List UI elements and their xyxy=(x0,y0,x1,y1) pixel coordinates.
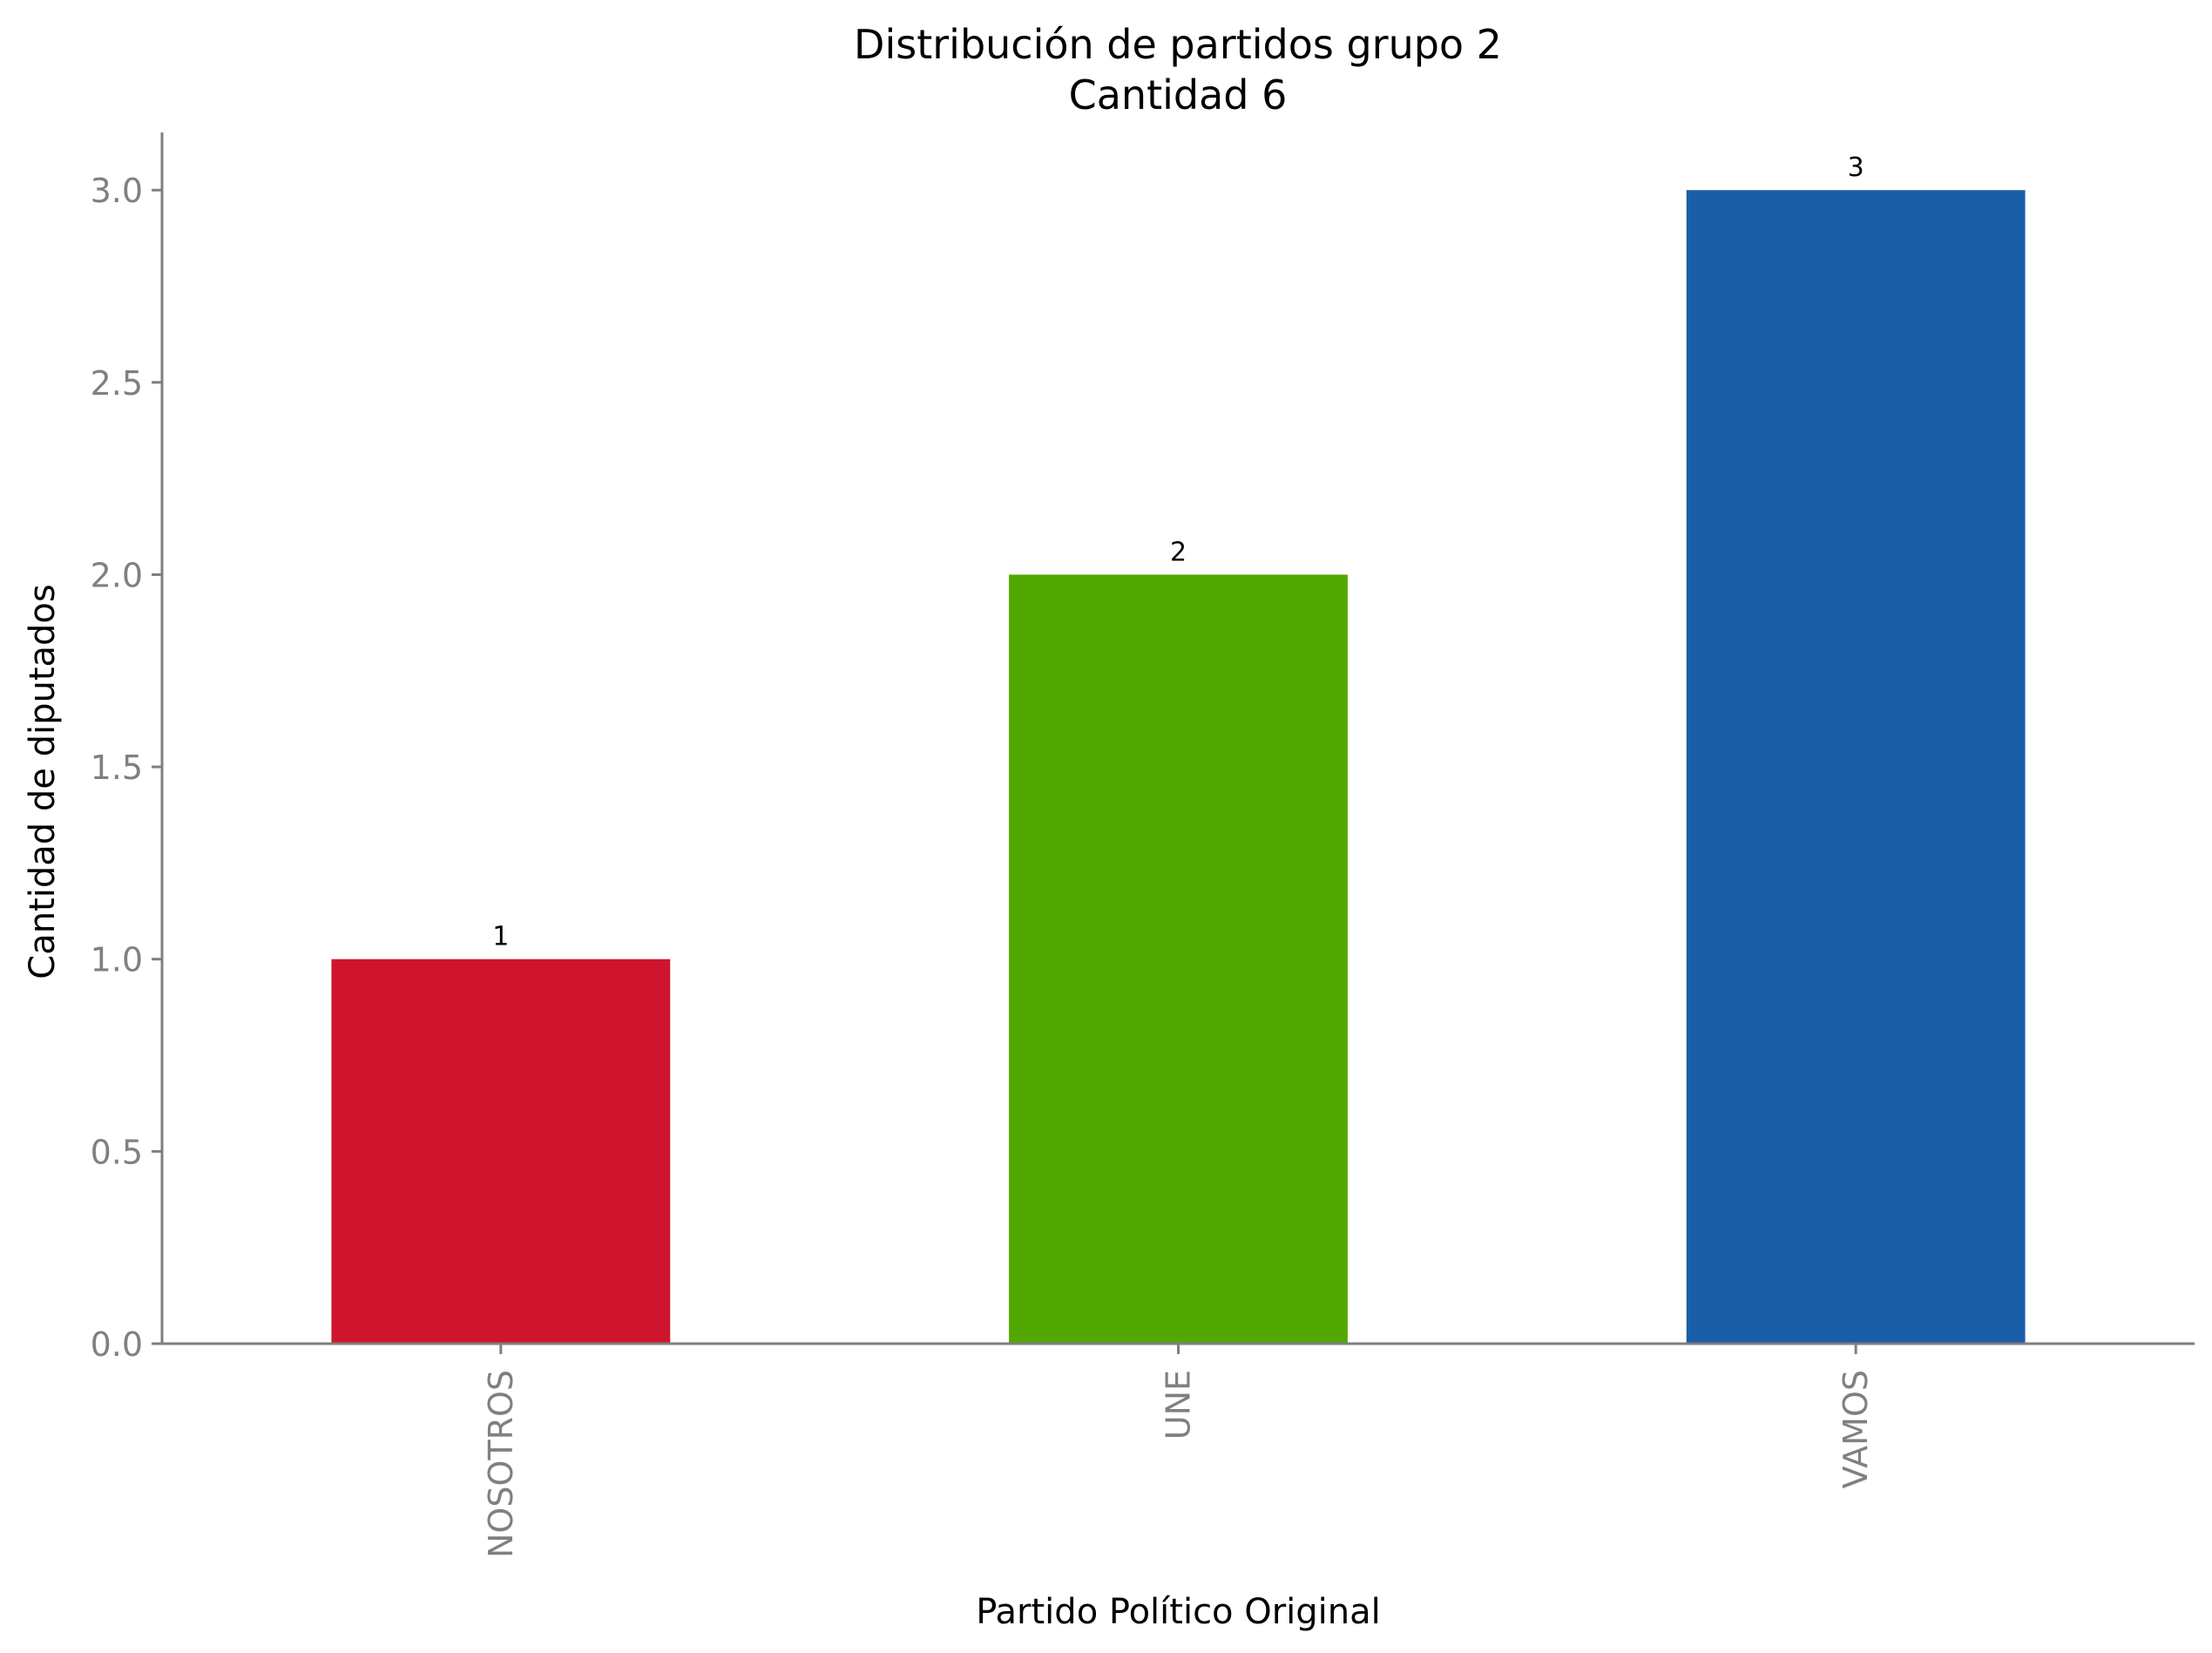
bar-nosotros xyxy=(331,959,671,1344)
y-tick-label: 3.0 xyxy=(91,172,143,210)
data-label: 3 xyxy=(1848,152,1864,183)
chart-title: Distribución de partidos grupo 2 xyxy=(854,21,1502,68)
data-labels: 1 2 3 xyxy=(492,152,1864,952)
y-tick-label: 1.5 xyxy=(91,749,143,787)
data-label: 2 xyxy=(1170,537,1187,567)
y-axis-label: Cantidad de diputados xyxy=(23,584,63,979)
data-label: 1 xyxy=(492,922,509,952)
bar-vamos xyxy=(1686,190,2026,1345)
y-tick-label: 2.5 xyxy=(91,364,143,403)
bars xyxy=(331,190,2026,1345)
chart-subtitle: Cantidad 6 xyxy=(1069,71,1288,119)
y-axis-ticks: 0.0 0.5 1.0 1.5 2.0 2.5 3.0 xyxy=(91,172,162,1364)
x-tick-label: VAMOS xyxy=(1837,1370,1875,1488)
bar-une xyxy=(1009,574,1348,1344)
y-tick-label: 0.5 xyxy=(91,1133,143,1171)
x-tick-label: UNE xyxy=(1160,1370,1198,1440)
y-tick-label: 0.0 xyxy=(91,1325,143,1364)
y-tick-label: 2.0 xyxy=(91,556,143,594)
x-tick-label: NOSOTROS xyxy=(482,1370,520,1558)
x-axis-ticks: NOSOTROS UNE VAMOS xyxy=(482,1344,1875,1558)
y-tick-label: 1.0 xyxy=(91,941,143,979)
x-axis-label: Partido Político Original xyxy=(976,1592,1381,1632)
